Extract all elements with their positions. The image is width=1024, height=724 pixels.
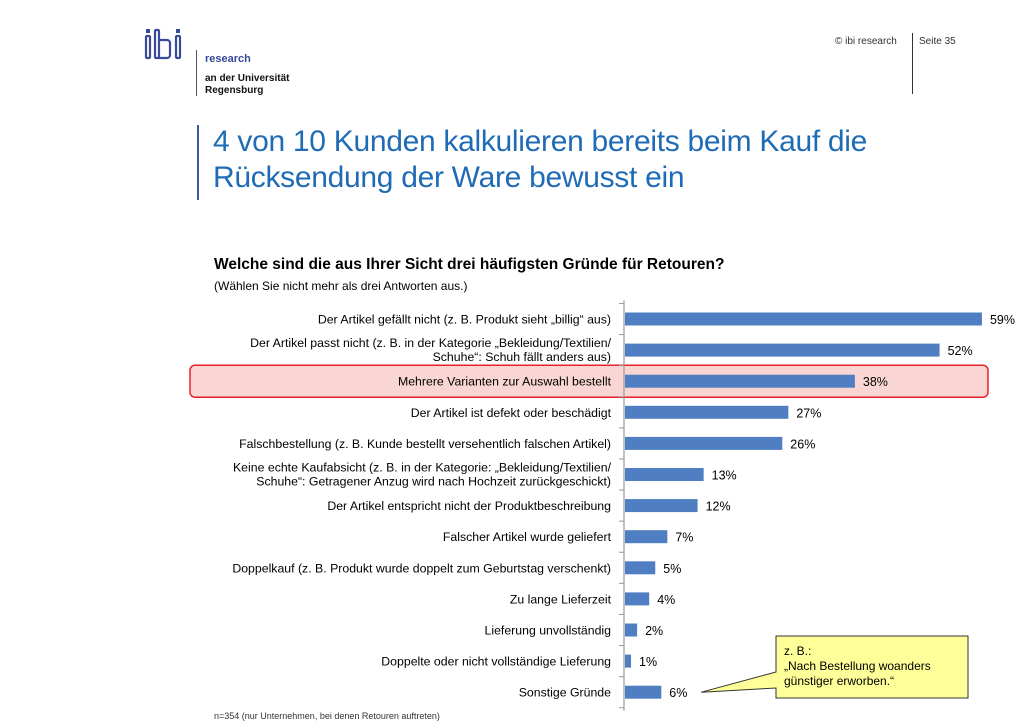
bar — [625, 685, 662, 699]
bar-value-label: 59% — [990, 313, 1015, 327]
logo-university-line1: an der Universität — [205, 73, 290, 84]
logo-university-label: an der Universität Regensburg — [205, 73, 289, 97]
category-label: Mehrere Varianten zur Auswahl bestellt — [398, 375, 612, 389]
bar — [625, 374, 855, 388]
highlight-box — [189, 364, 989, 398]
category-label: Der Artikel ist defekt oder beschädigt — [411, 406, 612, 420]
bar-value-label: 6% — [669, 686, 687, 700]
category-label: Zu lange Lieferzeit — [510, 592, 612, 606]
footnote: n=354 (nur Unternehmen, bei denen Retour… — [214, 711, 440, 721]
bar-value-label: 52% — [948, 344, 973, 358]
bar-value-label: 2% — [645, 624, 663, 638]
ibi-logo-icon — [144, 28, 182, 60]
survey-question-note: (Wählen Sie nicht mehr als drei Antworte… — [214, 279, 468, 293]
category-label: Der Artikel passt nicht (z. B. in der Ka… — [250, 336, 611, 350]
category-label: Falscher Artikel wurde geliefert — [443, 530, 612, 544]
bar — [625, 436, 783, 450]
category-label: Schuhe“: Getragener Anzug wird nach Hoch… — [256, 475, 611, 489]
category-label: Falschbestellung (z. B. Kunde bestellt v… — [239, 437, 611, 451]
bar — [625, 468, 704, 481]
page-number: Seite 35 — [919, 36, 956, 47]
bar-value-label: 7% — [675, 531, 693, 545]
bar-value-label: 12% — [706, 500, 731, 514]
category-label: Doppelte oder nicht vollständige Lieferu… — [381, 655, 611, 669]
bar — [625, 592, 650, 606]
bar — [625, 343, 940, 357]
logo-divider — [196, 50, 197, 96]
title-accent-bar — [197, 125, 199, 200]
category-label: Der Artikel gefällt nicht (z. B. Produkt… — [318, 313, 611, 327]
callout-text: z. B.: „Nach Bestellung woanders günstig… — [784, 644, 954, 689]
bar — [625, 530, 668, 544]
bar-value-label: 4% — [657, 593, 675, 607]
logo-research-label: research — [205, 53, 251, 65]
bar — [625, 654, 632, 668]
bar-value-label: 27% — [796, 406, 821, 420]
category-label: Sonstige Gründe — [519, 686, 611, 700]
category-label: Der Artikel entspricht nicht der Produkt… — [327, 499, 611, 513]
copyright: © ibi research — [835, 36, 897, 47]
logo-university-line2: Regensburg — [205, 85, 264, 96]
bar — [625, 623, 638, 637]
bar-value-label: 13% — [712, 469, 737, 483]
category-label: Doppelkauf (z. B. Produkt wurde doppelt … — [232, 561, 611, 575]
callout-line-3: günstiger erworben.“ — [784, 674, 895, 688]
callout-line-1: z. B.: — [784, 644, 812, 658]
bar-value-label: 5% — [663, 562, 681, 576]
header-separator — [912, 33, 913, 94]
bar-value-label: 1% — [639, 655, 657, 669]
category-label: Lieferung unvollständig — [485, 624, 612, 638]
category-label: Keine echte Kaufabsicht (z. B. in der Ka… — [233, 461, 612, 475]
bar — [625, 312, 982, 326]
bar-value-label: 26% — [790, 437, 815, 451]
bar — [625, 499, 698, 513]
bar — [625, 561, 656, 575]
bar-value-label: 38% — [863, 375, 888, 389]
page-title: 4 von 10 Kunden kalkulieren bereits beim… — [213, 125, 868, 194]
callout-balloon — [701, 635, 969, 699]
survey-question: Welche sind die aus Ihrer Sicht drei häu… — [214, 256, 725, 273]
bar — [625, 405, 789, 419]
category-label: Schuhe“: Schuh fällt anders aus) — [433, 350, 611, 364]
callout-line-2: „Nach Bestellung woanders — [784, 659, 931, 673]
